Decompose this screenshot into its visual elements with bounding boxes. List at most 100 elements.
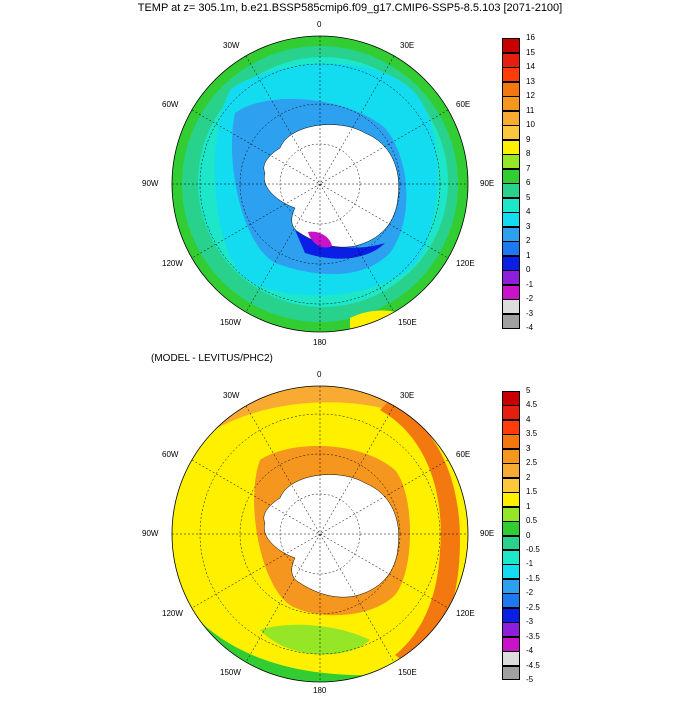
top-graticule xyxy=(172,36,468,332)
bottom-colorbar-label: 1 xyxy=(526,501,531,511)
top-colorbar-swatch xyxy=(502,110,520,126)
bottom-lon-label: 120E xyxy=(456,609,475,618)
top-colorbar-label: 14 xyxy=(526,62,535,71)
bottom-colorbar-swatch xyxy=(502,463,520,479)
bottom-lon-label: 60E xyxy=(456,450,471,459)
top-lon-label: 90W xyxy=(142,179,159,188)
top-colorbar-swatch xyxy=(502,125,520,140)
bottom-colorbar-swatch xyxy=(502,665,520,681)
bottom-colorbar-swatch xyxy=(502,391,520,406)
top-map-border xyxy=(171,35,469,333)
top-lon-label: 30W xyxy=(223,41,240,50)
bottom-colorbar-label: -3.5 xyxy=(526,631,540,641)
top-colorbar-swatch xyxy=(502,67,520,82)
bottom-lon-label: 60W xyxy=(162,450,179,459)
bottom-colorbar-label: -5 xyxy=(526,675,534,684)
bottom-subtitle: (MODEL - LEVITUS/PHC2) xyxy=(151,353,273,364)
bottom-colorbar-label: 0 xyxy=(526,530,531,540)
bottom-colorbar-swatch xyxy=(502,622,520,638)
bottom-colorbar-label: -4.5 xyxy=(526,660,540,670)
top-lon-label: 120E xyxy=(456,259,475,268)
bottom-colorbar-label: 4.5 xyxy=(526,400,538,410)
bottom-colorbar-label: 2 xyxy=(526,472,531,482)
bottom-band-3-5 xyxy=(380,400,460,670)
top-lon-label: 60W xyxy=(162,100,179,109)
top-colorbar-swatch xyxy=(502,226,520,242)
bottom-colorbar-swatch xyxy=(502,492,520,508)
top-colorbar-label: 9 xyxy=(526,134,531,144)
top-cold-patch xyxy=(308,231,332,248)
bottom-lon-label: 90W xyxy=(142,529,159,538)
bottom-lon-label: 90E xyxy=(480,529,495,538)
top-lon-label: 60E xyxy=(456,100,471,109)
bottom-lon-label: 30E xyxy=(400,391,415,400)
top-colorbar-swatch xyxy=(502,81,520,97)
bottom-colorbar-swatch xyxy=(502,636,520,652)
bottom-colorbar-label: -1.5 xyxy=(526,573,540,583)
bottom-colorbar-label: -2.5 xyxy=(526,602,540,612)
bottom-colorbar-swatch xyxy=(502,405,520,421)
bottom-colorbar-label: -1 xyxy=(526,559,534,569)
top-lon-label: 180 xyxy=(313,338,327,347)
bottom-colorbar: 5 4.5 4 3.5 3 2.5 2 1.5 1 0.5 0 -0.5 -1 -1.5 -2 -2.5 -3 -… xyxy=(502,386,540,684)
bottom-colorbar-label: -3 xyxy=(526,617,534,627)
top-colorbar-label: 12 xyxy=(526,91,535,100)
bottom-colorbar-label: -4 xyxy=(526,646,534,656)
top-colorbar-label: 16 xyxy=(526,33,535,42)
bottom-colorbar-swatch xyxy=(502,506,520,522)
bottom-polar-map xyxy=(171,385,469,683)
bottom-colorbar-label: -2 xyxy=(526,588,534,598)
bottom-map-panel: 0 30E 60E 90E 120E 150E 180 150W 120W 90… xyxy=(140,370,500,710)
bottom-lon-label: 150E xyxy=(398,668,417,677)
top-colorbar-label: -1 xyxy=(526,279,534,289)
top-colorbar-swatch xyxy=(502,270,520,285)
bottom-band-1 xyxy=(260,624,370,655)
bottom-lon-label: 180 xyxy=(313,686,327,695)
bottom-colorbar-swatch xyxy=(502,607,520,623)
top-lon-label: 150E xyxy=(398,318,417,327)
bottom-map-border xyxy=(171,385,469,683)
top-colorbar-label: 5 xyxy=(526,192,531,202)
bottom-colorbar-label: 0.5 xyxy=(526,516,538,526)
bottom-colorbar-label: 4 xyxy=(526,414,531,424)
top-colorbar-label: 7 xyxy=(526,163,531,173)
bottom-colorbar-swatch xyxy=(502,419,520,435)
top-lon-label: 150W xyxy=(220,318,241,327)
top-colorbar-swatch xyxy=(502,139,520,155)
top-colorbar-label: 3 xyxy=(526,221,531,231)
top-colorbar-label: 2 xyxy=(526,236,531,245)
bottom-colorbar-swatch xyxy=(502,477,520,493)
top-colorbar-label: 4 xyxy=(526,207,531,216)
top-colorbar-label: 1 xyxy=(526,250,531,260)
top-colorbar-swatch xyxy=(502,183,520,198)
top-lon-label: 90E xyxy=(480,179,495,188)
top-colorbar: 16 15 14 13 12 11 10 9 8 7 6 5 4 3 2 1 0 -1 -2 -3 -4 xyxy=(502,33,535,332)
top-colorbar-swatch xyxy=(502,241,520,256)
top-lon-label: 120W xyxy=(162,259,183,268)
top-colorbar-label: -3 xyxy=(526,308,534,318)
bottom-colorbar-label: -0.5 xyxy=(526,544,540,554)
top-colorbar-swatch xyxy=(502,255,520,271)
bottom-colorbar-swatch xyxy=(502,651,520,667)
bottom-colorbar-swatch xyxy=(502,434,520,450)
top-colorbar-label: 15 xyxy=(526,47,535,57)
top-colorbar-swatch xyxy=(502,313,520,329)
bottom-lon-label: 30W xyxy=(223,391,240,400)
bottom-lon-label: 0 xyxy=(317,370,322,379)
top-colorbar-label: -4 xyxy=(526,323,534,332)
bottom-colorbar-swatch xyxy=(502,564,520,580)
top-colorbar-label: 11 xyxy=(526,105,535,115)
top-colorbar-swatch xyxy=(502,168,520,184)
bottom-colorbar-label: 2.5 xyxy=(526,458,538,468)
top-colorbar-swatch xyxy=(502,284,520,300)
top-colorbar-swatch xyxy=(502,96,520,111)
bottom-antarctica xyxy=(263,474,399,598)
top-colorbar-label: 6 xyxy=(526,178,531,187)
bottom-colorbar-swatch xyxy=(502,521,520,536)
top-map-panel: 0 30E 60E 90E 120E 150E 180 150W 120W 90… xyxy=(140,18,500,358)
bottom-colorbar-label: 3.5 xyxy=(526,429,538,439)
bottom-colorbar-label: 5 xyxy=(526,386,531,395)
top-lon-label: 30E xyxy=(400,41,415,50)
top-colorbar-swatch xyxy=(502,299,520,314)
top-colorbar-label: -2 xyxy=(526,294,534,303)
